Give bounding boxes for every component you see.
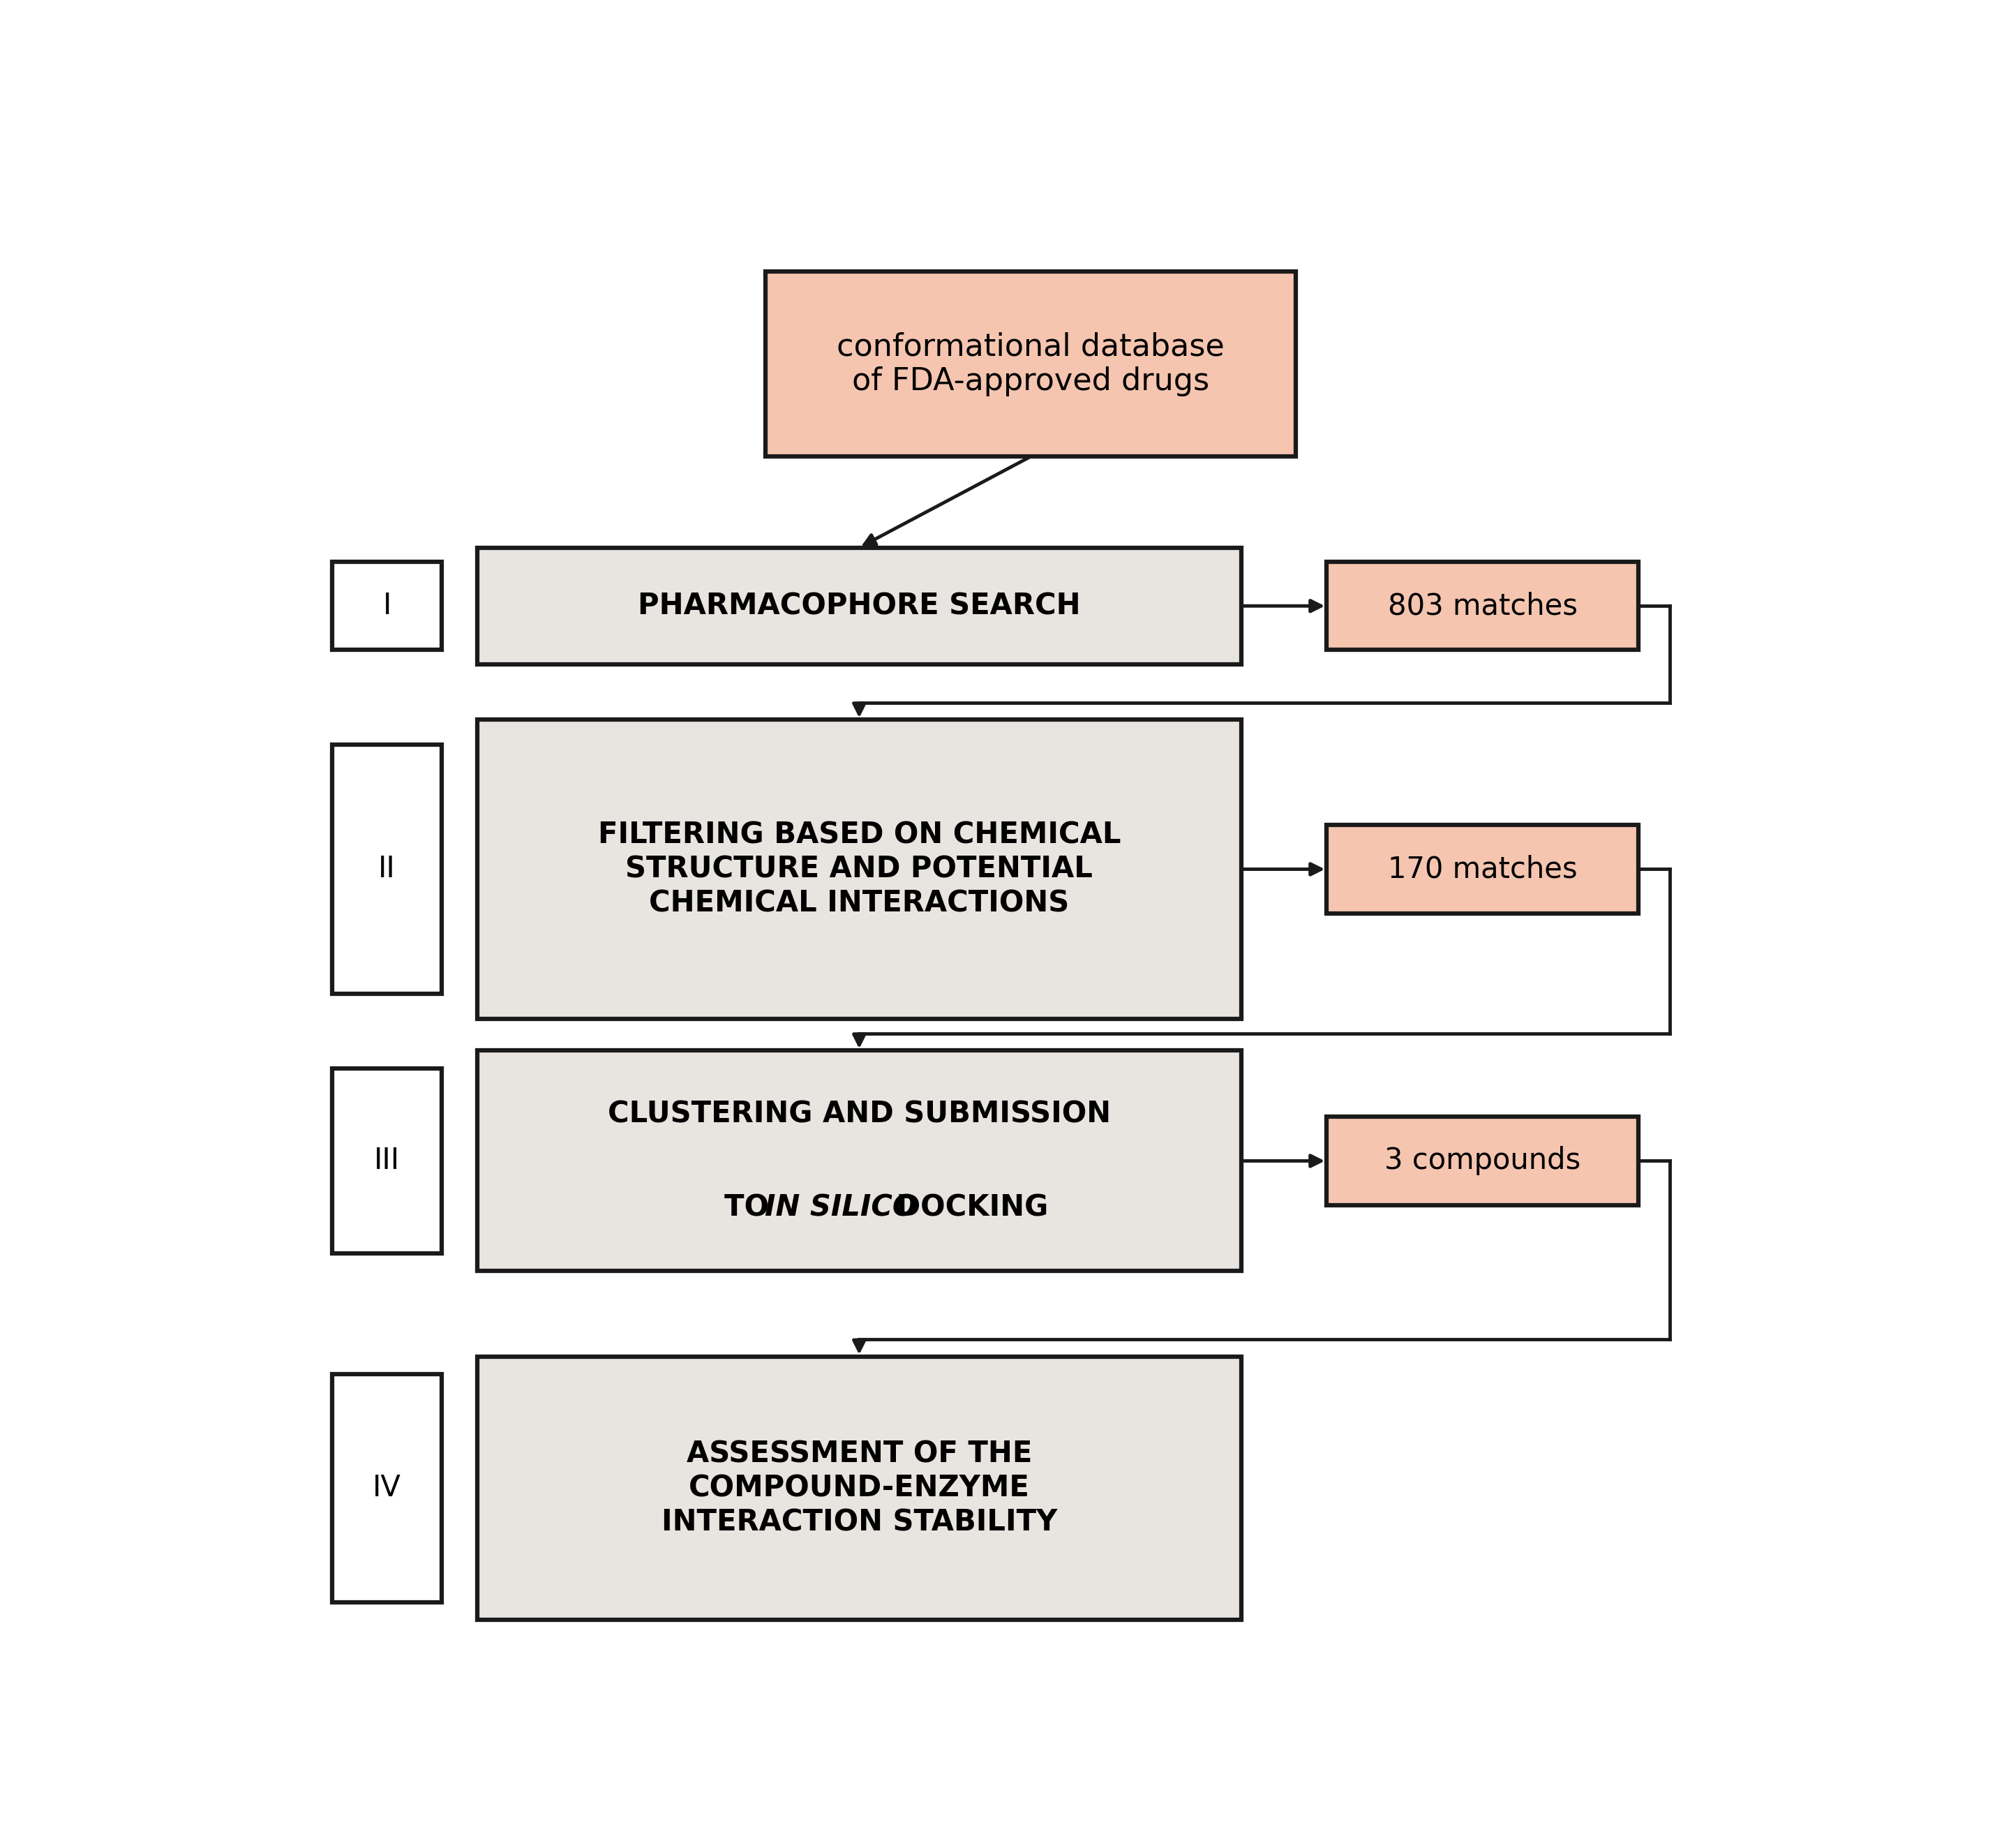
FancyBboxPatch shape [477, 1052, 1241, 1271]
Text: ASSESSMENT OF THE
COMPOUND-ENZYME
INTERACTION STABILITY: ASSESSMENT OF THE COMPOUND-ENZYME INTERA… [662, 1440, 1058, 1538]
FancyBboxPatch shape [332, 745, 442, 994]
Text: III: III [374, 1146, 400, 1175]
FancyBboxPatch shape [332, 562, 442, 650]
Text: DOCKING: DOCKING [887, 1194, 1048, 1223]
Text: CLUSTERING AND SUBMISSION: CLUSTERING AND SUBMISSION [607, 1100, 1110, 1129]
Text: conformational database
of FDA-approved drugs: conformational database of FDA-approved … [837, 331, 1225, 397]
FancyBboxPatch shape [477, 719, 1241, 1018]
Text: PHARMACOPHORE SEARCH: PHARMACOPHORE SEARCH [637, 591, 1080, 621]
FancyBboxPatch shape [1327, 824, 1639, 913]
FancyBboxPatch shape [1327, 1116, 1639, 1205]
Text: 803 matches: 803 matches [1388, 591, 1577, 621]
Text: II: II [378, 854, 396, 883]
FancyBboxPatch shape [766, 272, 1295, 456]
FancyBboxPatch shape [332, 1068, 442, 1253]
Text: TO: TO [724, 1194, 778, 1223]
Text: FILTERING BASED ON CHEMICAL
STRUCTURE AND POTENTIAL
CHEMICAL INTERACTIONS: FILTERING BASED ON CHEMICAL STRUCTURE AN… [597, 821, 1120, 918]
Text: IN SILICO: IN SILICO [764, 1194, 917, 1223]
FancyBboxPatch shape [1327, 562, 1639, 650]
FancyBboxPatch shape [332, 1375, 442, 1602]
Text: IV: IV [372, 1473, 402, 1502]
Text: I: I [382, 591, 392, 621]
FancyBboxPatch shape [477, 1356, 1241, 1621]
FancyBboxPatch shape [477, 547, 1241, 663]
Text: 170 matches: 170 matches [1388, 854, 1577, 883]
Text: 3 compounds: 3 compounds [1384, 1146, 1581, 1175]
